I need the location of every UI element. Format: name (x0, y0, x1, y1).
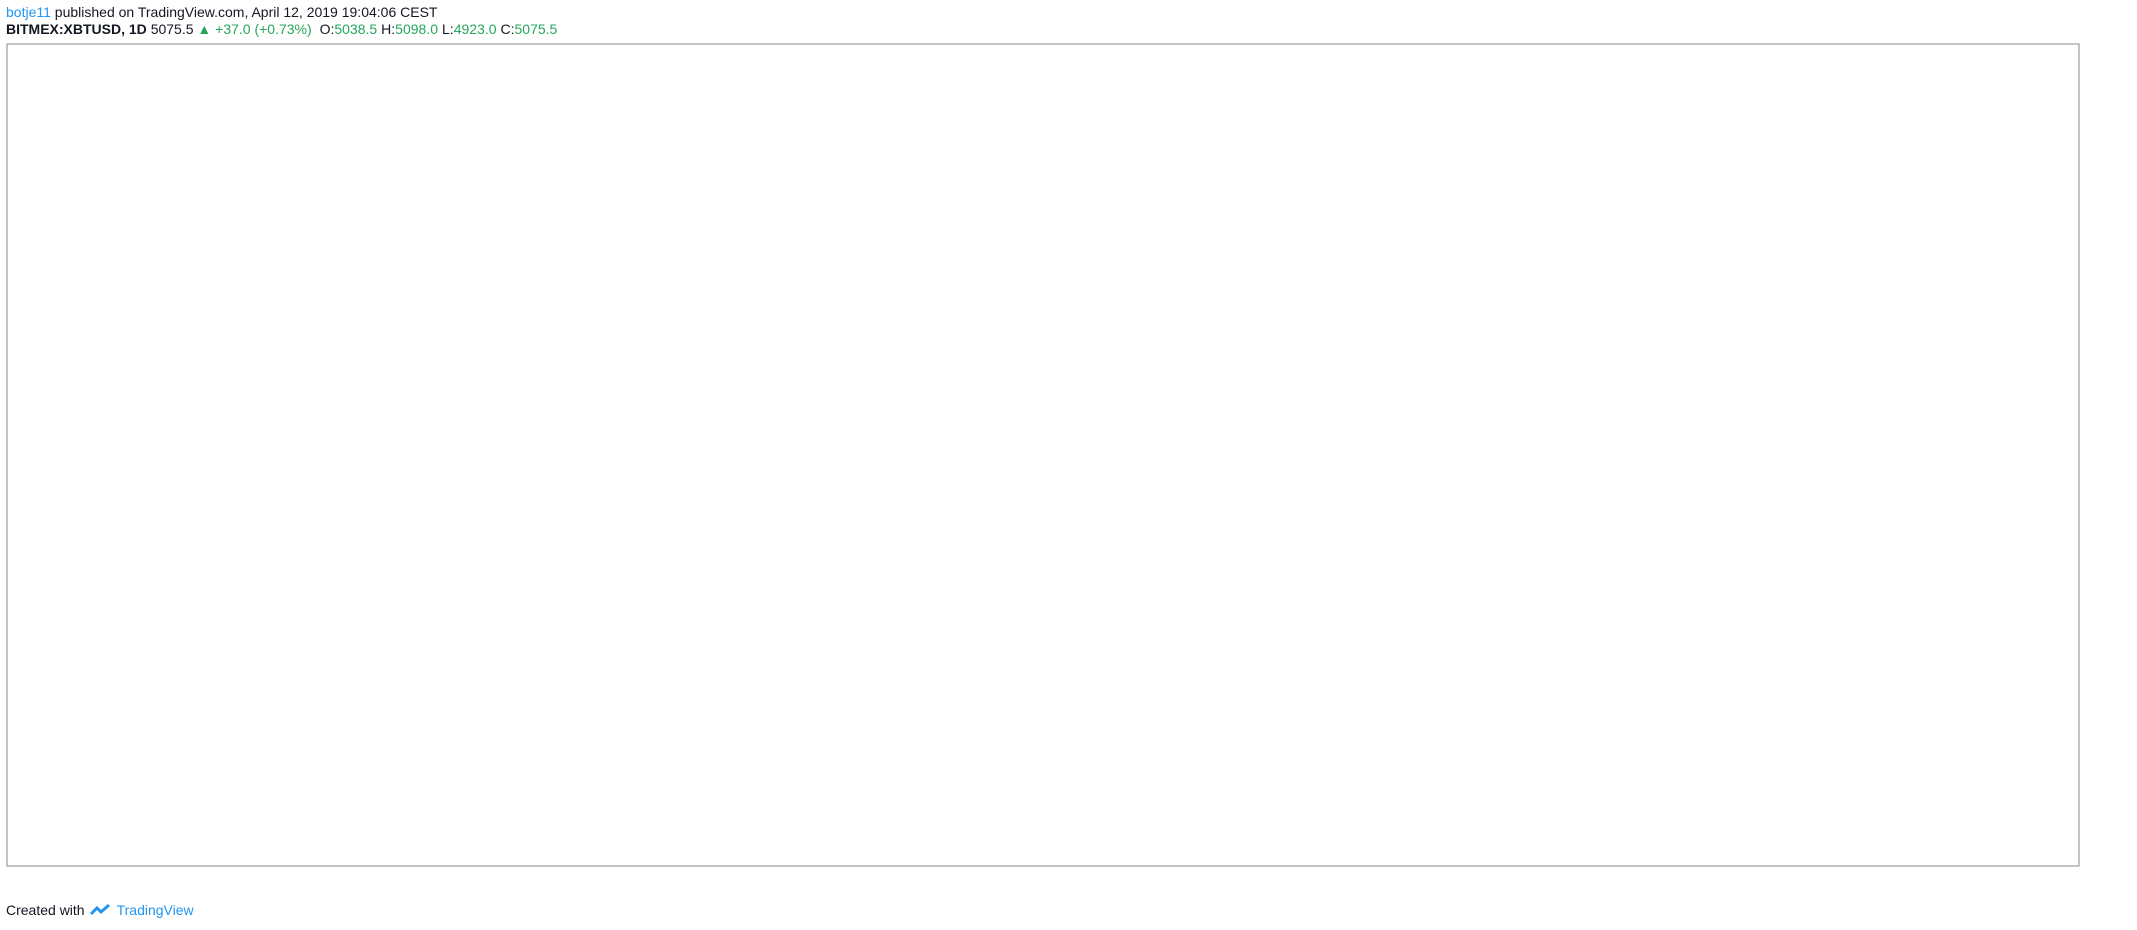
ohlc-value: 5038.5 (334, 21, 378, 37)
ohlc-value: 5075.5 (514, 21, 558, 37)
quote-line: BITMEX:XBTUSD, 1D 5075.5 ▲ +37.0 (+0.73%… (6, 21, 557, 37)
footer: Created with TradingView (6, 902, 194, 918)
publish-line: botje11 published on TradingView.com, Ap… (6, 4, 437, 20)
chart (6, 43, 2080, 867)
ohlc-value: 5098.0 (395, 21, 438, 37)
ohlc-key: C: (500, 21, 515, 37)
plot-frame (6, 43, 2080, 867)
last: 5075.5 (150, 21, 194, 37)
author[interactable]: botje11 (6, 4, 51, 20)
ohlc-key: O: (319, 21, 335, 37)
ohlc: O:5038.5 H:5098.0 L:4923.0 C:5075.5 (316, 21, 558, 37)
symbol: BITMEX:XBTUSD, 1D (6, 21, 147, 37)
published: published on TradingView.com, April 12, … (54, 4, 438, 20)
footer-text: Created with (6, 902, 85, 918)
logo (89, 903, 110, 916)
ohlc-key: L: (442, 21, 454, 37)
change: ▲ +37.0 (+0.73%) (197, 21, 312, 37)
ohlc-value: 4923.0 (453, 21, 497, 37)
ohlc-key: H: (381, 21, 396, 37)
brand[interactable]: TradingView (116, 902, 194, 918)
